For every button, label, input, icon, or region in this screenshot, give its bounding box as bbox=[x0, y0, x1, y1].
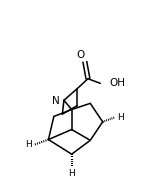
Text: O: O bbox=[77, 50, 85, 60]
Text: H: H bbox=[68, 169, 75, 178]
Text: OH: OH bbox=[110, 78, 126, 88]
Text: H: H bbox=[25, 140, 31, 149]
Text: H: H bbox=[117, 113, 123, 122]
Text: N: N bbox=[52, 96, 60, 106]
